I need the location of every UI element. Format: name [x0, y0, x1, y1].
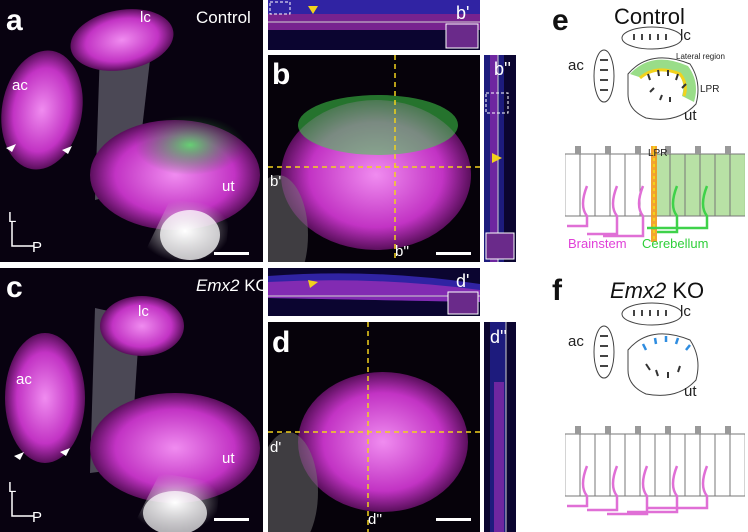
- panel-f-hair-cell-diagram: [565, 426, 745, 516]
- panel-f-title: Emx2 KO: [610, 280, 704, 302]
- panel-f-title-gene: Emx2: [610, 278, 667, 303]
- panel-a-label-ac: ac: [12, 77, 28, 94]
- panel-e-label-lpr: LPR: [700, 84, 720, 95]
- panel-c-title-gene: Emx2: [196, 276, 240, 295]
- panel-c-axis-p: P: [32, 509, 43, 526]
- panel-f-letter: f: [552, 274, 562, 307]
- panel-a-label-lc: lc: [140, 9, 151, 26]
- panel-b-dprime-image: [484, 55, 516, 262]
- panel-b-cross-h-label: b': [270, 173, 282, 190]
- panel-c-title: Emx2 KO: [196, 277, 269, 294]
- panel-a-axis-l: L: [8, 209, 17, 226]
- panel-c-axis-l: L: [8, 479, 17, 496]
- panel-e-organ-diagram: [593, 26, 699, 120]
- panel-d-cross-v-label: d'': [368, 511, 383, 528]
- panel-e-hair-cell-diagram: [565, 146, 745, 242]
- panel-f-label-ut: ut: [684, 383, 697, 400]
- panel-c-title-suffix: KO: [239, 276, 269, 295]
- panel-b-prime-image: [268, 0, 480, 50]
- panel-e-label-brainstem: Brainstem: [568, 236, 627, 251]
- panel-c-letter: c: [6, 271, 23, 304]
- panel-c-scale-bar: [214, 518, 249, 521]
- panel-b-scale-bar: [436, 252, 471, 255]
- panel-d-image: [268, 322, 480, 532]
- panel-b-dprime-letter: b'': [494, 59, 511, 79]
- panel-a-scale-bar: [214, 252, 249, 255]
- panel-e-label-lateral: Lateral region: [676, 52, 725, 61]
- panel-d-dprime-image: [484, 322, 516, 532]
- panel-f-organ-diagram: [593, 302, 699, 396]
- panel-e-label-ut: ut: [684, 107, 697, 124]
- panel-e-label-cerebellum: Cerebellum: [642, 236, 709, 251]
- panel-c-image: [0, 268, 263, 532]
- panel-a-axis-p: P: [32, 239, 43, 256]
- panel-a-image: [0, 0, 263, 262]
- panel-b-prime-letter: b': [456, 3, 470, 23]
- panel-a-letter: a: [6, 4, 23, 37]
- panel-b-cross-v-label: b'': [395, 243, 410, 260]
- panel-a-title: Control: [196, 8, 251, 27]
- panel-c-label-lc: lc: [138, 303, 149, 320]
- panel-a-axis-arrows: [11, 222, 34, 247]
- panel-d-prime-letter: d': [456, 271, 470, 291]
- panel-e-title: Control: [614, 4, 685, 29]
- panel-d-scale-bar: [436, 518, 471, 521]
- panel-f-label-ac: ac: [568, 333, 584, 350]
- panel-d-dprime-letter: d'': [490, 327, 507, 347]
- panel-d-letter: d: [272, 326, 291, 359]
- panel-c-axis-arrows: [11, 492, 34, 517]
- panel-e-letter: e: [552, 4, 569, 37]
- panel-c-label-ut: ut: [222, 450, 235, 467]
- panel-b-image: [268, 55, 480, 262]
- panel-f-label-lc: lc: [680, 303, 691, 320]
- panel-e-label-lpr-cells: LPR: [648, 148, 668, 159]
- panel-c-label-ac: ac: [16, 371, 32, 388]
- panel-f-title-suffix: KO: [666, 278, 705, 303]
- panel-b-letter: b: [272, 58, 291, 91]
- panel-d-prime-image: [268, 268, 480, 316]
- panel-e-label-lc: lc: [680, 27, 691, 44]
- panel-a-label-ut: ut: [222, 178, 235, 195]
- panel-e-label-ac: ac: [568, 57, 584, 74]
- panel-d-cross-h-label: d': [270, 439, 282, 456]
